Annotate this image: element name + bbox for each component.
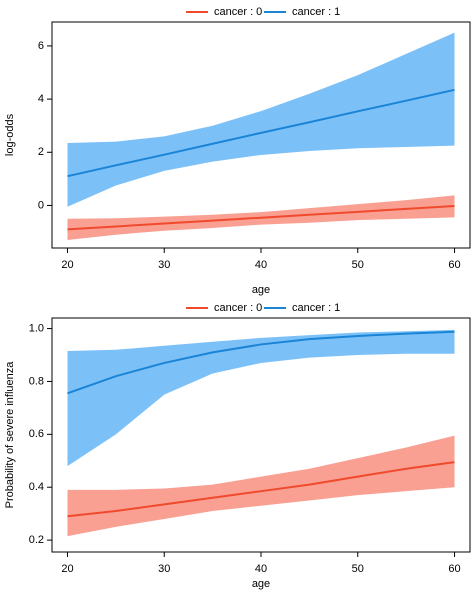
x-tick-label: 20 (61, 563, 73, 575)
legend-label: cancer : 1 (292, 302, 340, 314)
legend-label: cancer : 0 (214, 6, 262, 18)
confidence-band (67, 435, 455, 537)
x-tick-label: 20 (61, 259, 73, 271)
y-axis-label: log-odds (4, 113, 16, 156)
y-tick-label: 0.8 (29, 375, 44, 387)
x-tick-label: 30 (158, 563, 170, 575)
legend-label: cancer : 1 (292, 6, 340, 18)
y-axis-label: Probability of severe influenza (4, 361, 16, 509)
x-tick-label: 60 (448, 259, 460, 271)
y-tick-label: 1.0 (29, 322, 44, 334)
fit-line (67, 330, 455, 395)
x-tick-label: 40 (255, 259, 267, 271)
x-axis-label: age (252, 578, 270, 590)
y-tick-label: 4 (38, 93, 44, 105)
confidence-band (67, 329, 455, 467)
y-tick-label: 0.2 (29, 534, 44, 546)
confidence-band (67, 32, 455, 207)
x-tick-label: 30 (158, 259, 170, 271)
x-tick-label: 40 (255, 563, 267, 575)
legend-label: cancer : 0 (214, 302, 262, 314)
y-tick-label: 2 (38, 146, 44, 158)
y-tick-label: 0 (38, 199, 44, 211)
y-tick-label: 6 (38, 40, 44, 52)
x-tick-label: 50 (352, 563, 364, 575)
x-tick-label: 50 (352, 259, 364, 271)
fit-line (67, 88, 455, 178)
fit-line (67, 461, 455, 518)
x-axis-label: age (252, 284, 270, 296)
fit-line (67, 204, 455, 231)
y-tick-label: 0.4 (29, 481, 44, 493)
x-tick-label: 60 (448, 563, 460, 575)
y-tick-label: 0.6 (29, 428, 44, 440)
